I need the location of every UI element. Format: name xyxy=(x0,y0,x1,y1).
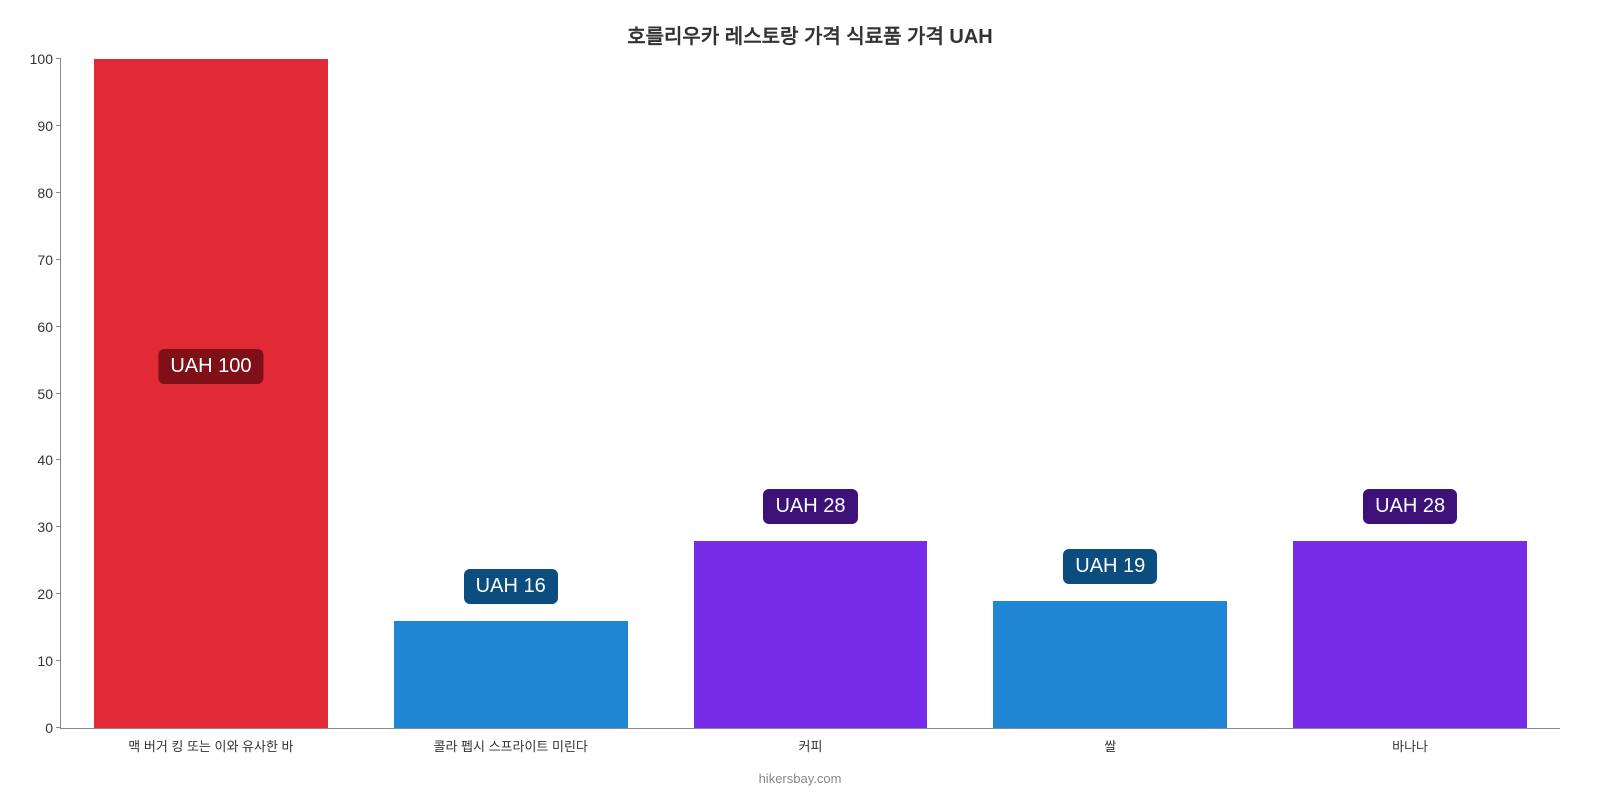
y-tick xyxy=(56,259,61,260)
x-axis-label: 맥 버거 킹 또는 이와 유사한 바 xyxy=(61,736,361,755)
plot-area: UAH 100UAH 16UAH 28UAH 19UAH 28 맥 버거 킹 또… xyxy=(60,59,1560,729)
y-tick xyxy=(56,593,61,594)
x-axis-label: 콜라 펩시 스프라이트 미린다 xyxy=(361,736,661,755)
y-tick xyxy=(56,192,61,193)
bar-value-label: UAH 28 xyxy=(1363,489,1457,524)
y-axis-label: 50 xyxy=(37,386,53,402)
y-tick xyxy=(56,459,61,460)
y-axis-label: 60 xyxy=(37,319,53,335)
y-axis-label: 100 xyxy=(30,51,53,67)
x-axis-label: 커피 xyxy=(661,736,961,755)
bar-value-label: UAH 28 xyxy=(763,489,857,524)
bar: UAH 28 xyxy=(694,541,928,728)
y-tick xyxy=(56,660,61,661)
bar-value-label: UAH 19 xyxy=(1063,549,1157,584)
bar-group: UAH 28 xyxy=(1260,59,1560,728)
y-tick xyxy=(56,393,61,394)
bar-group: UAH 16 xyxy=(361,59,661,728)
x-axis-labels: 맥 버거 킹 또는 이와 유사한 바콜라 펩시 스프라이트 미린다커피쌀바나나 xyxy=(61,736,1560,755)
y-tick xyxy=(56,727,61,728)
chart-title: 호를리우카 레스토랑 가격 식료품 가격 UAH xyxy=(60,20,1560,49)
bar: UAH 16 xyxy=(394,621,628,728)
y-axis-label: 10 xyxy=(37,653,53,669)
bar: UAH 19 xyxy=(993,601,1227,728)
y-axis-label: 70 xyxy=(37,252,53,268)
bar: UAH 100 xyxy=(94,59,328,728)
y-axis-label: 30 xyxy=(37,519,53,535)
bar-group: UAH 28 xyxy=(661,59,961,728)
bar-value-label: UAH 16 xyxy=(464,569,558,604)
y-axis-label: 80 xyxy=(37,185,53,201)
y-axis-label: 90 xyxy=(37,118,53,134)
x-axis-label: 바나나 xyxy=(1260,736,1560,755)
y-tick xyxy=(56,58,61,59)
bar-group: UAH 19 xyxy=(960,59,1260,728)
y-tick xyxy=(56,326,61,327)
y-tick xyxy=(56,125,61,126)
y-tick xyxy=(56,526,61,527)
y-axis-label: 40 xyxy=(37,452,53,468)
y-axis-label: 20 xyxy=(37,586,53,602)
bar-value-label: UAH 100 xyxy=(158,349,263,384)
bar-group: UAH 100 xyxy=(61,59,361,728)
x-axis-label: 쌀 xyxy=(960,736,1260,755)
bar: UAH 28 xyxy=(1293,541,1527,728)
chart-container: 호를리우카 레스토랑 가격 식료품 가격 UAH UAH 100UAH 16UA… xyxy=(0,0,1600,800)
attribution-text: hikersbay.com xyxy=(759,771,842,786)
bars-wrapper: UAH 100 UAH 16 UAH 28 UAH 19 UAH 28 xyxy=(61,59,1560,728)
y-axis-label: 0 xyxy=(45,720,53,736)
